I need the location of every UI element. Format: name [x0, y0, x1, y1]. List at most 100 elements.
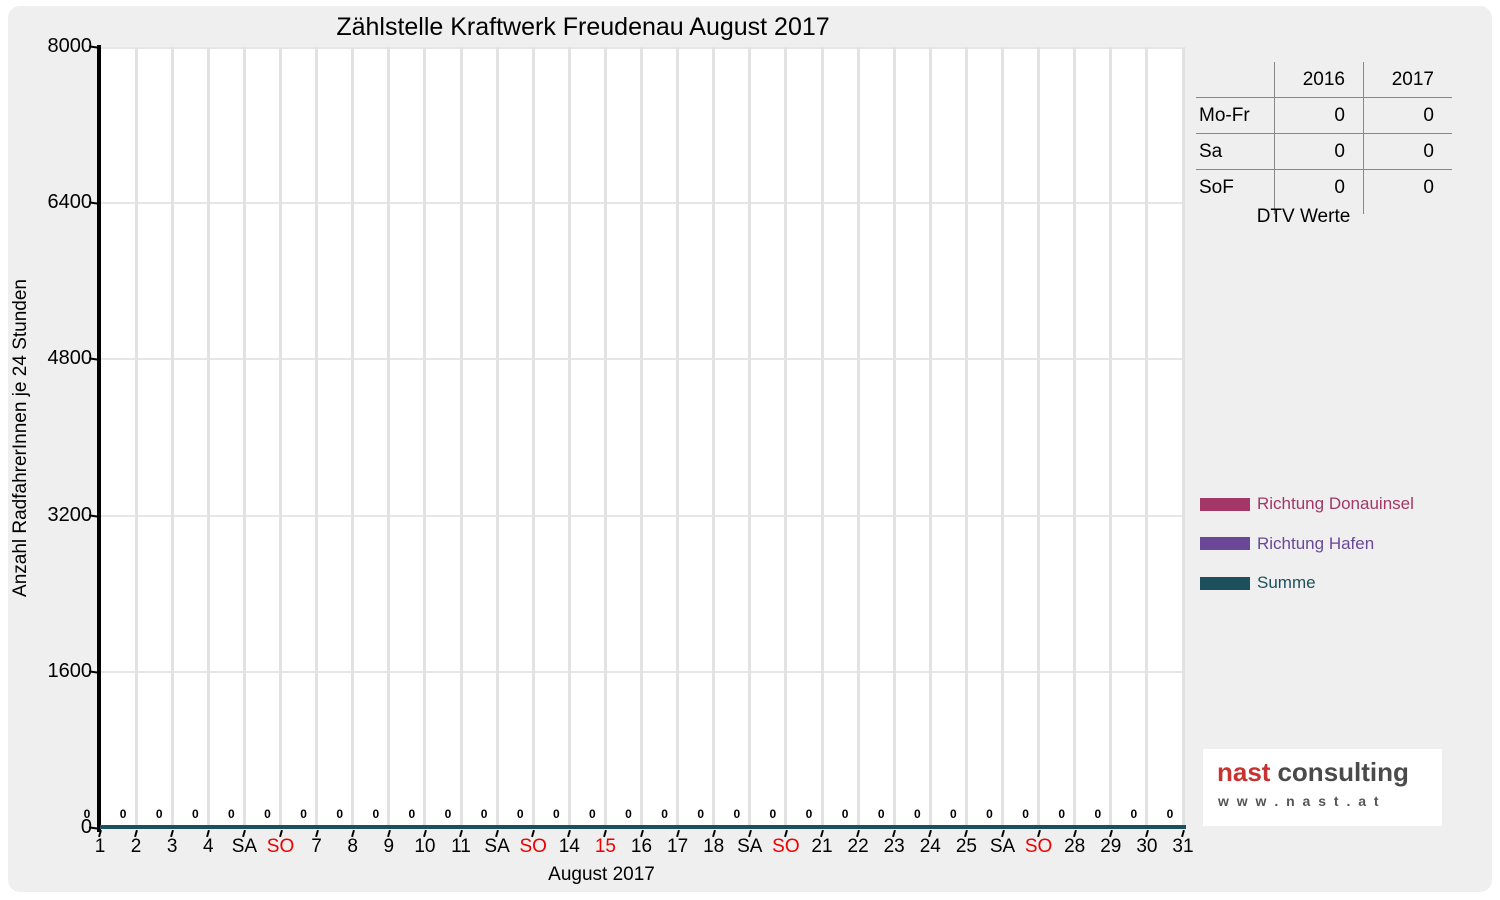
data-label-zero: 0 [155, 807, 163, 821]
chart-title: Zählstelle Kraftwerk Freudenau August 20… [336, 13, 830, 41]
v-gridline [351, 47, 355, 828]
data-label-zero: 0 [950, 807, 957, 821]
data-label-zero: 0 [1058, 807, 1066, 821]
data-label-zero: 0 [913, 807, 921, 821]
dtv-row-label: SoF [1196, 169, 1275, 205]
x-tick-label: 1 [94, 836, 106, 857]
data-label-zero: 0 [228, 807, 235, 821]
x-tick-label: 18 [703, 836, 725, 857]
dtv-header-2016: 2016 [1274, 62, 1364, 98]
x-tick-label: SA [737, 836, 763, 857]
x-tick-label: 25 [955, 836, 977, 857]
data-label-zero: 0 [1166, 807, 1174, 821]
data-label-zero: 0 [119, 807, 127, 821]
legend-label: Richtung Hafen [1257, 533, 1375, 553]
data-label-zero: 0 [589, 807, 596, 821]
v-gridline [206, 47, 210, 828]
v-gridline [567, 47, 571, 828]
data-label-zero: 0 [625, 807, 632, 821]
data-label-zero: 0 [372, 807, 380, 821]
dtv-header-row: 2016 2017 [1196, 62, 1452, 98]
dtv-table: 2016 2017 Mo-Fr 0 0 Sa 0 0 SoF 0 0 [1196, 62, 1452, 214]
x-axis-label: August 2017 [548, 864, 655, 885]
y-tick-label: 1600 [47, 659, 93, 682]
dtv-row-label: Sa [1196, 133, 1275, 170]
y-axis-label: Anzahl RadfahrerInnen je 24 Stunden [10, 279, 31, 597]
legend-item: Richtung Hafen [1200, 534, 1374, 554]
v-gridline [387, 47, 391, 828]
x-tick-label: SO [772, 836, 800, 857]
dtv-header-2017: 2017 [1363, 62, 1452, 98]
y-tick-label: 0 [80, 816, 92, 838]
data-label-zero: 0 [769, 807, 777, 821]
data-label-zero: 0 [83, 807, 91, 821]
data-label-zero: 0 [300, 807, 307, 821]
v-gridline [928, 47, 932, 828]
v-gridline [1181, 47, 1185, 828]
x-tick-label: SO [1024, 836, 1053, 857]
x-tick-label: SA [231, 836, 258, 857]
dtv-value-cell: 0 [1274, 97, 1364, 134]
legend-label: Richtung Donauinsel [1257, 494, 1414, 513]
data-label-zero: 0 [805, 807, 813, 821]
data-label-zero: 0 [516, 807, 524, 821]
plot-area [100, 47, 1185, 828]
v-gridline [820, 47, 824, 828]
y-tick-label: 8000 [47, 35, 93, 57]
data-label-zero: 0 [661, 807, 668, 821]
v-gridline [1145, 47, 1149, 828]
logo-brand-consulting: consulting [1277, 757, 1409, 787]
dtv-value-cell: 0 [1363, 133, 1452, 170]
dtv-value-cell: 0 [1274, 169, 1364, 205]
x-tick-label: 7 [311, 836, 322, 857]
data-label-zero: 0 [444, 807, 452, 821]
y-axis-line [97, 45, 101, 832]
x-tick-label: 30 [1136, 836, 1158, 857]
dtv-table-caption: DTV Werte [1256, 206, 1351, 227]
data-label-zero: 0 [408, 807, 416, 821]
v-gridline [1001, 47, 1004, 828]
x-tick-label: 3 [166, 836, 178, 857]
v-gridline [531, 47, 535, 828]
x-tick-label: SO [266, 836, 295, 857]
legend-item: Richtung Donauinsel [1200, 494, 1414, 514]
x-tick-label: 16 [630, 836, 653, 857]
v-gridline [748, 47, 752, 828]
legend-swatch [1200, 576, 1250, 590]
x-tick-label: 15 [594, 836, 616, 857]
y-tick-label: 6400 [47, 191, 93, 214]
x-tick-label: 23 [883, 836, 905, 857]
x-tick-label: 22 [847, 836, 869, 857]
v-gridline [242, 47, 246, 828]
data-label-zero: 0 [697, 807, 705, 821]
data-label-zero: 0 [552, 807, 560, 821]
x-tick-label: 8 [347, 836, 358, 857]
legend-item: Summe [1200, 573, 1316, 593]
data-label-zero: 0 [1094, 807, 1102, 821]
x-tick-label: 24 [919, 836, 941, 857]
x-tick-label: 28 [1064, 836, 1086, 857]
x-tick-label: 11 [451, 836, 471, 857]
data-label-zero: 0 [480, 807, 488, 821]
v-gridline [892, 47, 896, 828]
dtv-spacer-cell [1363, 205, 1452, 214]
y-tick-label: 3200 [47, 503, 93, 526]
x-tick-label: 10 [414, 836, 436, 857]
v-gridline [1073, 47, 1077, 828]
x-tick-label: 9 [383, 836, 395, 857]
logo-url: w w w . n a s t . a t [1218, 793, 1381, 809]
x-tick-label: 31 [1172, 836, 1194, 857]
data-label-zero: 0 [264, 807, 271, 821]
dtv-row-mo-fr: Mo-Fr 0 0 [1196, 97, 1452, 134]
v-gridline [1109, 47, 1113, 828]
x-tick-label: 14 [558, 836, 580, 857]
data-label-zero: 0 [336, 807, 344, 821]
dtv-spacer-row [1196, 205, 1452, 214]
v-gridline [640, 47, 643, 828]
x-tick-label: 4 [203, 836, 214, 857]
data-label-zero: 0 [1022, 807, 1029, 821]
summe-zero-line [100, 825, 1186, 829]
x-tick-label: 2 [130, 836, 142, 857]
data-label-zero: 0 [841, 807, 849, 821]
